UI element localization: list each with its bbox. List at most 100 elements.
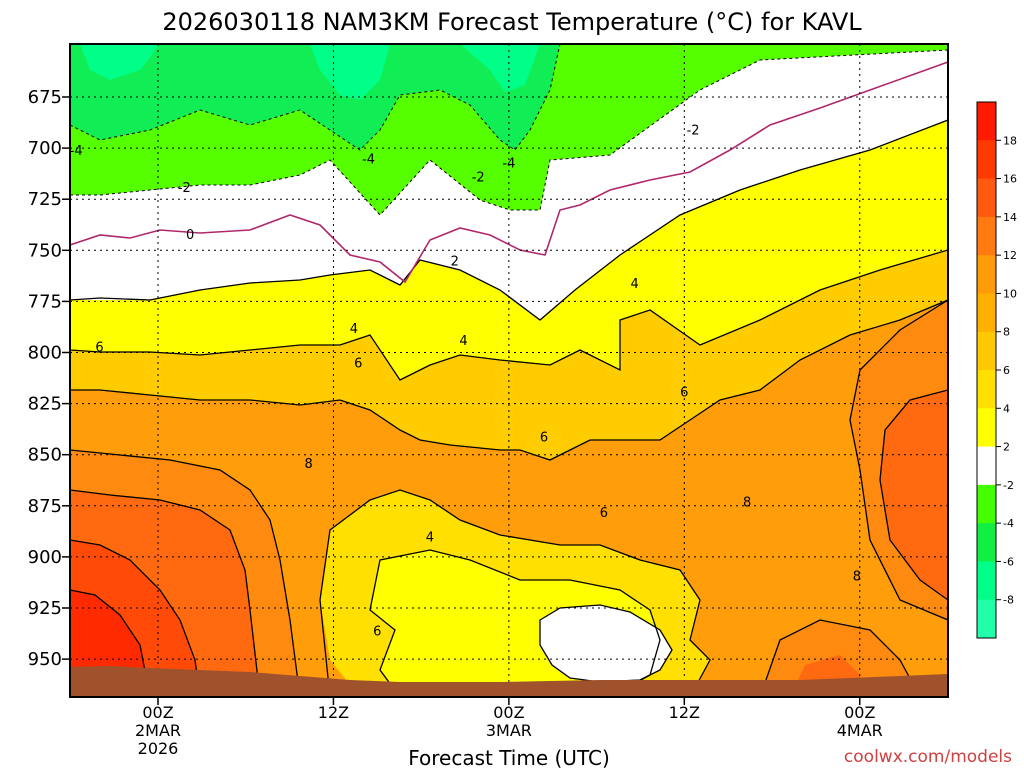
contour-label: 6 — [95, 340, 103, 355]
contour-label: 4 — [426, 530, 434, 545]
colorbar-segment — [977, 523, 996, 562]
y-tick-label: 775 — [28, 291, 62, 312]
x-tick-label: 00Z — [142, 703, 173, 722]
colorbar-label: 12 — [1003, 249, 1017, 262]
y-tick-label: 675 — [28, 87, 62, 108]
y-tick-label: 825 — [28, 394, 62, 415]
colorbar-label: 14 — [1003, 211, 1017, 224]
contour-label: -4 — [502, 156, 515, 171]
colorbar-label: 4 — [1003, 402, 1010, 415]
colorbar-label: -2 — [1003, 479, 1014, 492]
x-tick-label: 00Z — [493, 703, 524, 722]
band-low-white — [540, 605, 672, 682]
band-coldest — [80, 44, 540, 100]
x-axis-label: Forecast Time (UTC) — [408, 746, 610, 768]
y-tick-label: 900 — [28, 547, 62, 568]
isotherm-2 — [70, 119, 948, 321]
colorbar-segment — [977, 446, 996, 486]
contour-label: 8 — [304, 457, 312, 472]
contour-label: -4 — [362, 152, 375, 167]
isotherm-10-right — [879, 389, 948, 601]
isotherm-14-left — [70, 589, 151, 697]
isotherm-4-lower — [369, 549, 661, 697]
contour-label: 4 — [630, 277, 638, 292]
isotherm-10-left — [70, 489, 261, 697]
contour-label: 6 — [600, 506, 608, 521]
contour-label: 6 — [680, 385, 688, 400]
x-tick-label: 2MAR — [135, 721, 181, 740]
freezing-line — [70, 61, 948, 284]
colorbar-segment — [977, 140, 996, 180]
x-tick-label: 00Z — [844, 703, 875, 722]
band-2-4 — [70, 120, 948, 380]
isotherm-8-lower-right — [759, 619, 921, 697]
y-tick-label: 700 — [28, 138, 62, 159]
contour-label: -4 — [70, 144, 83, 159]
y-tick-label: 725 — [28, 189, 62, 210]
gridlines — [70, 44, 948, 697]
colorbar-label: 8 — [1003, 326, 1010, 339]
isotherm-2-lower — [539, 604, 673, 683]
contour-label: -2 — [687, 124, 700, 139]
isotherm-6 — [70, 299, 948, 461]
isotherms — [70, 119, 948, 697]
contour-label: -2 — [472, 171, 485, 186]
y-tick-label: 800 — [28, 343, 62, 364]
contour-label: 8 — [743, 496, 751, 511]
contour-label: 4 — [350, 322, 358, 337]
y-tick-label: 850 — [28, 445, 62, 466]
colorbar-label: 2 — [1003, 441, 1010, 454]
isotherm-8-right — [849, 299, 948, 621]
colorbar-segment — [977, 216, 996, 256]
colorbar-segment — [977, 178, 996, 218]
colorbar-segment — [977, 484, 996, 524]
x-tick-label: 4MAR — [837, 721, 883, 740]
colorbar-segment — [977, 370, 996, 409]
band-warm-right-2 — [880, 390, 948, 600]
colorbar-label: 10 — [1003, 287, 1017, 300]
band-cold-teal — [70, 44, 560, 150]
isotherm-4 — [70, 249, 948, 381]
colorbar-segment — [977, 331, 996, 371]
isotherm-12-left — [70, 539, 201, 697]
colorbar-label: 16 — [1003, 173, 1017, 186]
colorbar-label: -8 — [1003, 594, 1014, 607]
chart-title: 2026030118 NAM3KM Forecast Temperature (… — [162, 8, 862, 36]
isotherm-6-lower — [319, 489, 711, 697]
colorbar-label: -6 — [1003, 555, 1014, 568]
colorbar-segment — [977, 255, 996, 294]
colorbar-segment — [977, 408, 996, 448]
colorbar-segment — [977, 102, 996, 141]
contour-label: 8 — [853, 569, 861, 584]
contour-label: 2 — [451, 255, 459, 270]
colorbar-label: -4 — [1003, 517, 1014, 530]
colorbar-segment — [977, 599, 996, 639]
contour-label: 4 — [459, 334, 467, 349]
x-tick-label: 12Z — [669, 703, 700, 722]
y-axis: 675 700 725 750 775 800 825 850 875 900 925 950 — [28, 87, 70, 670]
isotherm-8-left — [70, 449, 301, 697]
plot-area — [70, 44, 948, 697]
negative-isotherms — [70, 44, 948, 216]
x-tick-label: 12Z — [318, 703, 349, 722]
contour-label: 6 — [373, 624, 381, 639]
colorbar-segment — [977, 561, 996, 601]
colorbar-label: 18 — [1003, 134, 1017, 147]
colorbar-segment — [977, 293, 996, 333]
y-tick-label: 875 — [28, 496, 62, 517]
contour-label: 6 — [354, 357, 362, 372]
contour-label: 0 — [186, 228, 194, 243]
contour-label: -2 — [178, 181, 191, 196]
colorbar: 18 16 14 12 10 8 6 4 2 -2 -4 -6 -8 — [976, 101, 1017, 639]
y-tick-label: 750 — [28, 240, 62, 261]
y-tick-label: 925 — [28, 598, 62, 619]
contour-label: 6 — [540, 430, 548, 445]
band-near-zero — [70, 50, 948, 320]
isotherm-minus-4 — [70, 44, 561, 151]
x-tick-label: 3MAR — [486, 721, 532, 740]
colorbar-label: 6 — [1003, 364, 1010, 377]
ground — [70, 666, 948, 697]
x-tick-label: 2026 — [138, 739, 179, 758]
contour-labels: -4 -4 -4 -2 -2 -2 0 2 4 4 4 6 6 6 6 6 6 4 8 8 8 — [70, 124, 861, 640]
